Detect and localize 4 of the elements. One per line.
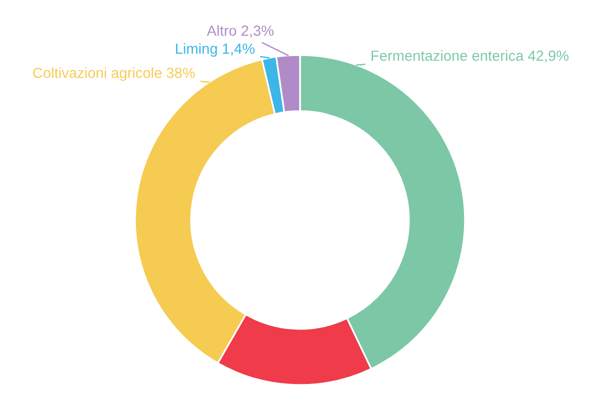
slice-label: Fermentazione enterica 42,9% [372,50,569,63]
slice-label: Liming 1,4% [176,43,255,57]
slice-label: Altro 2,3% [206,25,274,38]
slice-label: Coltivazioni agricole 38% [33,67,195,81]
